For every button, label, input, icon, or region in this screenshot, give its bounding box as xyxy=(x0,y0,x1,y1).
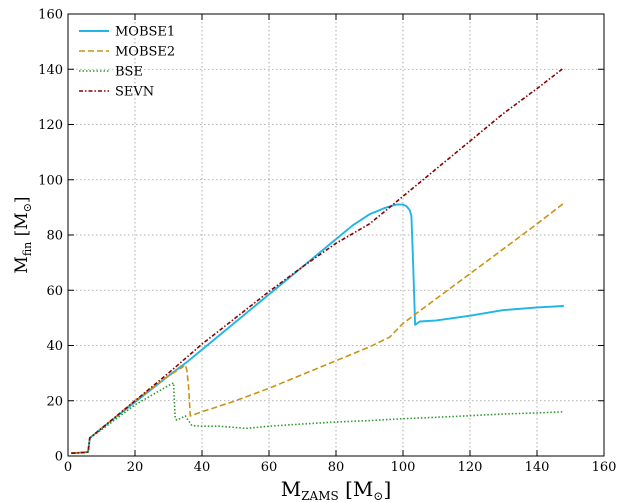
x-tick-label: 120 xyxy=(458,460,483,475)
x-tick-label: 40 xyxy=(194,460,211,475)
y-tick-label: 100 xyxy=(38,173,63,188)
legend-label-bse: BSE xyxy=(115,65,143,80)
x-tick-label: 0 xyxy=(64,460,72,475)
x-tick-label: 20 xyxy=(127,460,144,475)
x-tick-label: 140 xyxy=(525,460,550,475)
legend-label-mobse2: MOBSE2 xyxy=(115,45,175,60)
series-layer xyxy=(71,67,565,455)
legend-label-sevn: SEVN xyxy=(115,85,154,100)
x-tick-label: 60 xyxy=(261,460,278,475)
y-tick-label: 40 xyxy=(46,339,63,354)
grid-lines xyxy=(68,14,604,456)
x-tick-label: 100 xyxy=(391,460,416,475)
x-tick-label: 160 xyxy=(592,460,617,475)
y-tick-label: 0 xyxy=(55,450,63,465)
legend-label-mobse1: MOBSE1 xyxy=(115,25,175,40)
y-tick-label: 160 xyxy=(38,8,63,23)
y-tick-label: 20 xyxy=(46,394,63,409)
y-tick-labels: 0 20 40 60 80 100 120 140 160 xyxy=(38,8,63,465)
y-tick-label: 80 xyxy=(46,229,63,244)
legend: MOBSE1 MOBSE2 BSE SEVN xyxy=(79,25,175,100)
x-axis-label: MZAMS [M⊙] xyxy=(281,477,392,502)
y-tick-label: 140 xyxy=(38,63,63,78)
series-line-mobse1 xyxy=(71,203,564,455)
x-tick-labels: 0 20 40 60 80 100 120 140 160 xyxy=(64,460,617,475)
y-axis-label: Mfin [M⊙] xyxy=(12,196,34,273)
y-tick-label: 120 xyxy=(38,118,63,133)
series-line-sevn xyxy=(71,67,565,454)
y-tick-label: 60 xyxy=(46,284,63,299)
axis-ticks xyxy=(67,13,605,457)
x-tick-label: 80 xyxy=(328,460,345,475)
series-line-mobse2 xyxy=(71,202,565,454)
